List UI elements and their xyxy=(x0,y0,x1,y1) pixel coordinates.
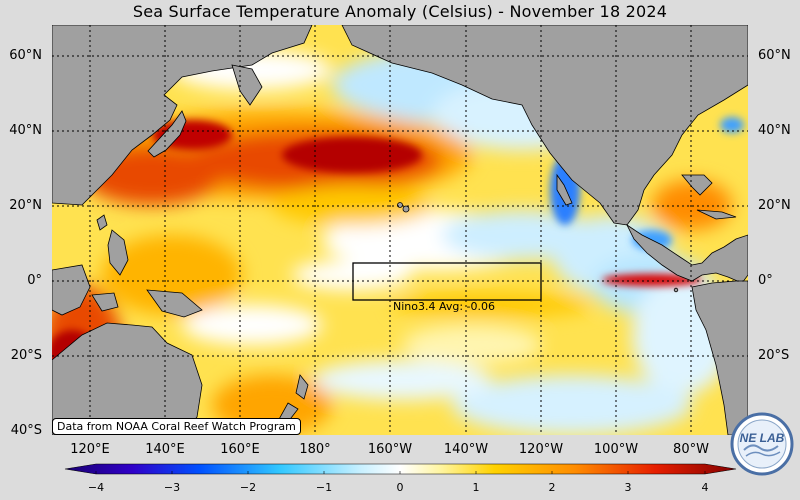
map-title: Sea Surface Temperature Anomaly (Celsius… xyxy=(132,2,668,21)
lat-label-0-right: 0° xyxy=(758,273,773,288)
colorbar xyxy=(64,463,737,475)
lat-label-20n-right: 20°N xyxy=(758,198,791,213)
logo-text: NE LAB xyxy=(740,431,785,445)
colorbar-tick: −2 xyxy=(239,481,257,494)
nino34-box xyxy=(352,262,542,301)
lat-label-0: 0° xyxy=(27,273,42,288)
lat-label-40n: 40°N xyxy=(9,123,42,138)
colorbar-tick: 4 xyxy=(701,481,709,494)
lon-label-160w: 160°W xyxy=(367,442,413,457)
colorbar-tick: 3 xyxy=(624,481,632,494)
grid-lines xyxy=(52,25,748,435)
lat-label-60n: 60°N xyxy=(9,48,42,63)
lat-label-40s: 40°S xyxy=(10,423,42,438)
sst-anomaly-map xyxy=(52,25,748,435)
lon-label-140w: 140°W xyxy=(443,442,489,457)
lon-label-160e: 160°E xyxy=(220,442,260,457)
lon-label-120e: 120°E xyxy=(70,442,110,457)
colorbar-tick: −1 xyxy=(315,481,333,494)
lon-label-140e: 140°E xyxy=(145,442,185,457)
colorbar-tick: 0 xyxy=(396,481,404,494)
nel-logo-icon: NE LAB xyxy=(730,412,794,476)
lon-label-120w: 120°W xyxy=(518,442,564,457)
map-canvas xyxy=(52,25,748,435)
lat-label-40n-right: 40°N xyxy=(758,123,791,138)
lat-label-20s-right: 20°S xyxy=(758,348,790,363)
lon-label-180: 180° xyxy=(299,442,331,457)
lat-label-60n-right: 60°N xyxy=(758,48,791,63)
lon-label-100w: 100°W xyxy=(593,442,639,457)
colorbar-tick: 1 xyxy=(472,481,480,494)
lon-label-80w: 80°W xyxy=(673,442,709,457)
data-source-note: Data from NOAA Coral Reef Watch Program xyxy=(52,418,301,435)
lat-label-20n: 20°N xyxy=(9,198,42,213)
colorbar-tick: −3 xyxy=(163,481,181,494)
lat-label-20s: 20°S xyxy=(10,348,42,363)
colorbar-tick: −4 xyxy=(87,481,105,494)
colorbar-tick: 2 xyxy=(548,481,556,494)
nino34-average-label: Nino3.4 Avg: -0.06 xyxy=(393,300,496,313)
